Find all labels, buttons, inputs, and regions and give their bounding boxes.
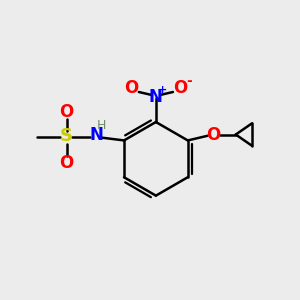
Text: -: - — [186, 74, 192, 88]
Text: +: + — [158, 85, 167, 94]
Text: N: N — [149, 88, 163, 106]
Text: O: O — [173, 80, 188, 98]
Text: N: N — [89, 126, 103, 144]
Text: S: S — [60, 127, 73, 145]
Text: H: H — [97, 119, 106, 132]
Text: O: O — [59, 103, 74, 121]
Text: O: O — [124, 80, 139, 98]
Text: O: O — [59, 154, 74, 172]
Text: O: O — [206, 125, 221, 143]
